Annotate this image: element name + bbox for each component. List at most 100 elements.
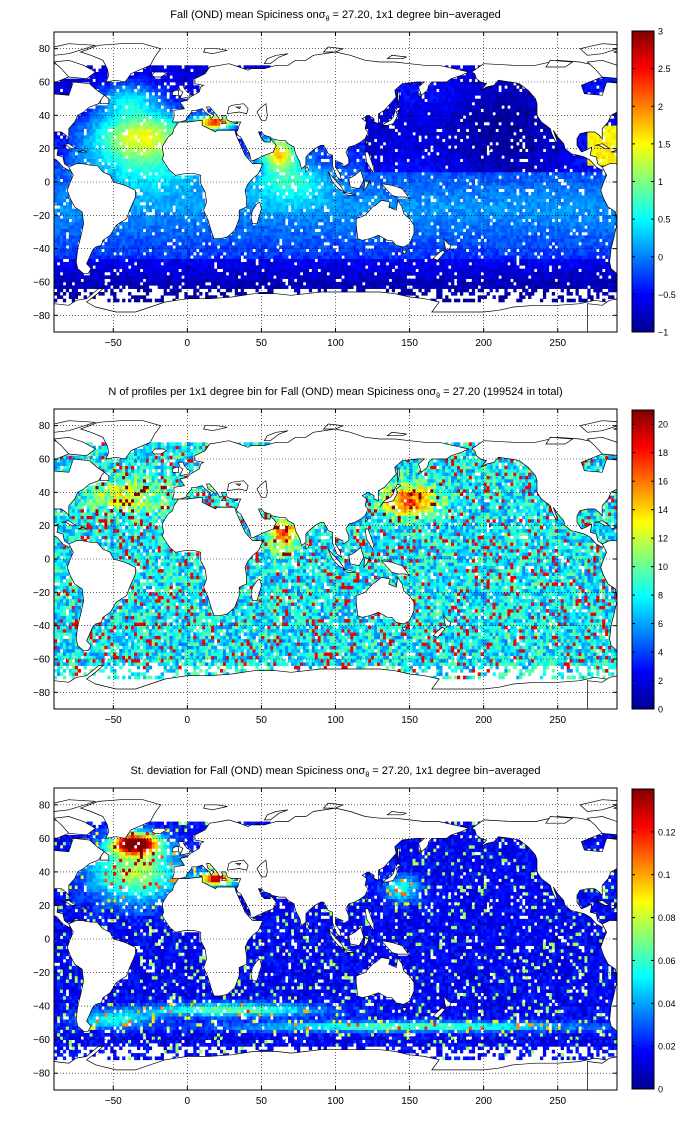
- heatmap-cell: [134, 212, 138, 216]
- heatmap-cell: [202, 268, 206, 273]
- heatmap-cell: [403, 162, 407, 166]
- heatmap-cell: [169, 255, 173, 259]
- heatmap-cell: [122, 165, 126, 169]
- heatmap-cell: [116, 252, 120, 256]
- heatmap-cell: [134, 242, 138, 246]
- heatmap-cell: [368, 172, 372, 176]
- heatmap-cell: [128, 252, 132, 256]
- heatmap-cell: [131, 168, 135, 173]
- heatmap-cell: [148, 152, 153, 156]
- heatmap-cell: [371, 275, 375, 279]
- heatmap-cell: [374, 145, 378, 149]
- heatmap-cell: [95, 115, 99, 119]
- heatmap-cell: [350, 222, 354, 226]
- heatmap-cell: [246, 188, 250, 193]
- heatmap-cell: [418, 285, 422, 289]
- heatmap-cell: [199, 108, 203, 113]
- heatmap-cell: [353, 252, 357, 256]
- heatmap-cell: [397, 98, 401, 103]
- heatmap-cell: [403, 278, 407, 283]
- heatmap-cell: [308, 288, 313, 293]
- heatmap-cell: [145, 185, 150, 189]
- heatmap-cell: [326, 195, 330, 199]
- heatmap-cell: [178, 78, 182, 83]
- heatmap-cell: [421, 258, 425, 263]
- heatmap-cell: [169, 128, 173, 133]
- heatmap-cell: [359, 208, 363, 213]
- heatmap-cell: [101, 142, 105, 146]
- heatmap-cell: [95, 85, 99, 89]
- heatmap-cell: [282, 208, 286, 213]
- heatmap-cell: [400, 252, 404, 256]
- heatmap-cell: [421, 272, 425, 276]
- heatmap-cell: [270, 195, 274, 199]
- heatmap-cell: [397, 112, 401, 116]
- heatmap-cell: [131, 185, 135, 189]
- heatmap-cell: [320, 165, 324, 169]
- heatmap-cell: [317, 188, 321, 193]
- heatmap-cell: [74, 272, 78, 276]
- heatmap-cell: [172, 195, 176, 199]
- heatmap-cell: [169, 265, 173, 269]
- heatmap-cell: [288, 272, 292, 276]
- heatmap-cell: [157, 138, 161, 143]
- heatmap-cell: [139, 232, 144, 236]
- heatmap-cell: [276, 142, 280, 146]
- heatmap-cell: [166, 98, 170, 103]
- heatmap-cell: [56, 208, 61, 213]
- heatmap-cell: [267, 285, 271, 289]
- heatmap-cell: [323, 275, 327, 279]
- heatmap-cell: [208, 235, 212, 239]
- heatmap-cell: [237, 232, 241, 236]
- heatmap-cell: [154, 245, 159, 249]
- heatmap-cell: [347, 165, 351, 169]
- heatmap-cell: [131, 265, 135, 269]
- heatmap-cell: [296, 205, 301, 209]
- heatmap-cell: [160, 198, 164, 203]
- heatmap-cell: [240, 282, 244, 286]
- heatmap-cell: [196, 242, 200, 246]
- heatmap-cell: [113, 145, 117, 149]
- heatmap-cell: [228, 245, 233, 249]
- heatmap-cell: [107, 135, 111, 139]
- heatmap-cell: [418, 132, 422, 136]
- heatmap-cell: [77, 78, 81, 83]
- heatmap-cell: [202, 272, 206, 276]
- heatmap-cell: [400, 142, 404, 146]
- heatmap-cell: [282, 225, 286, 229]
- heatmap-cell: [418, 182, 422, 186]
- heatmap-cell: [409, 92, 413, 96]
- heatmap-cell: [365, 145, 369, 149]
- heatmap-cell: [320, 178, 324, 183]
- heatmap-cell: [104, 258, 108, 263]
- heatmap-cell: [397, 158, 401, 163]
- heatmap-cell: [74, 148, 78, 153]
- heatmap-cell: [385, 275, 390, 279]
- heatmap-cell: [151, 185, 156, 189]
- heatmap-cell: [175, 278, 179, 283]
- heatmap-cell: [148, 165, 153, 169]
- heatmap-cell: [145, 125, 150, 129]
- heatmap-cell: [131, 205, 135, 209]
- heatmap-cell: [335, 218, 339, 223]
- heatmap-cell: [65, 248, 70, 253]
- heatmap-cell: [305, 188, 310, 193]
- heatmap-cell: [86, 115, 90, 119]
- heatmap-cell: [406, 165, 410, 169]
- heatmap-cell: [338, 182, 342, 186]
- heatmap-cell: [145, 292, 150, 296]
- heatmap-cell: [122, 262, 126, 266]
- heatmap-cell: [219, 258, 224, 263]
- heatmap-cell: [169, 278, 173, 283]
- heatmap-cell: [175, 182, 179, 186]
- heatmap-cell: [181, 185, 185, 189]
- heatmap-cell: [116, 112, 120, 116]
- heatmap-cell: [136, 275, 141, 279]
- heatmap-cell: [139, 188, 144, 193]
- heatmap-cell: [371, 262, 375, 266]
- heatmap-cell: [193, 265, 197, 269]
- heatmap-cell: [415, 182, 419, 186]
- heatmap-cell: [187, 245, 191, 249]
- heatmap-cell: [234, 132, 239, 136]
- heatmap-cell: [299, 215, 304, 219]
